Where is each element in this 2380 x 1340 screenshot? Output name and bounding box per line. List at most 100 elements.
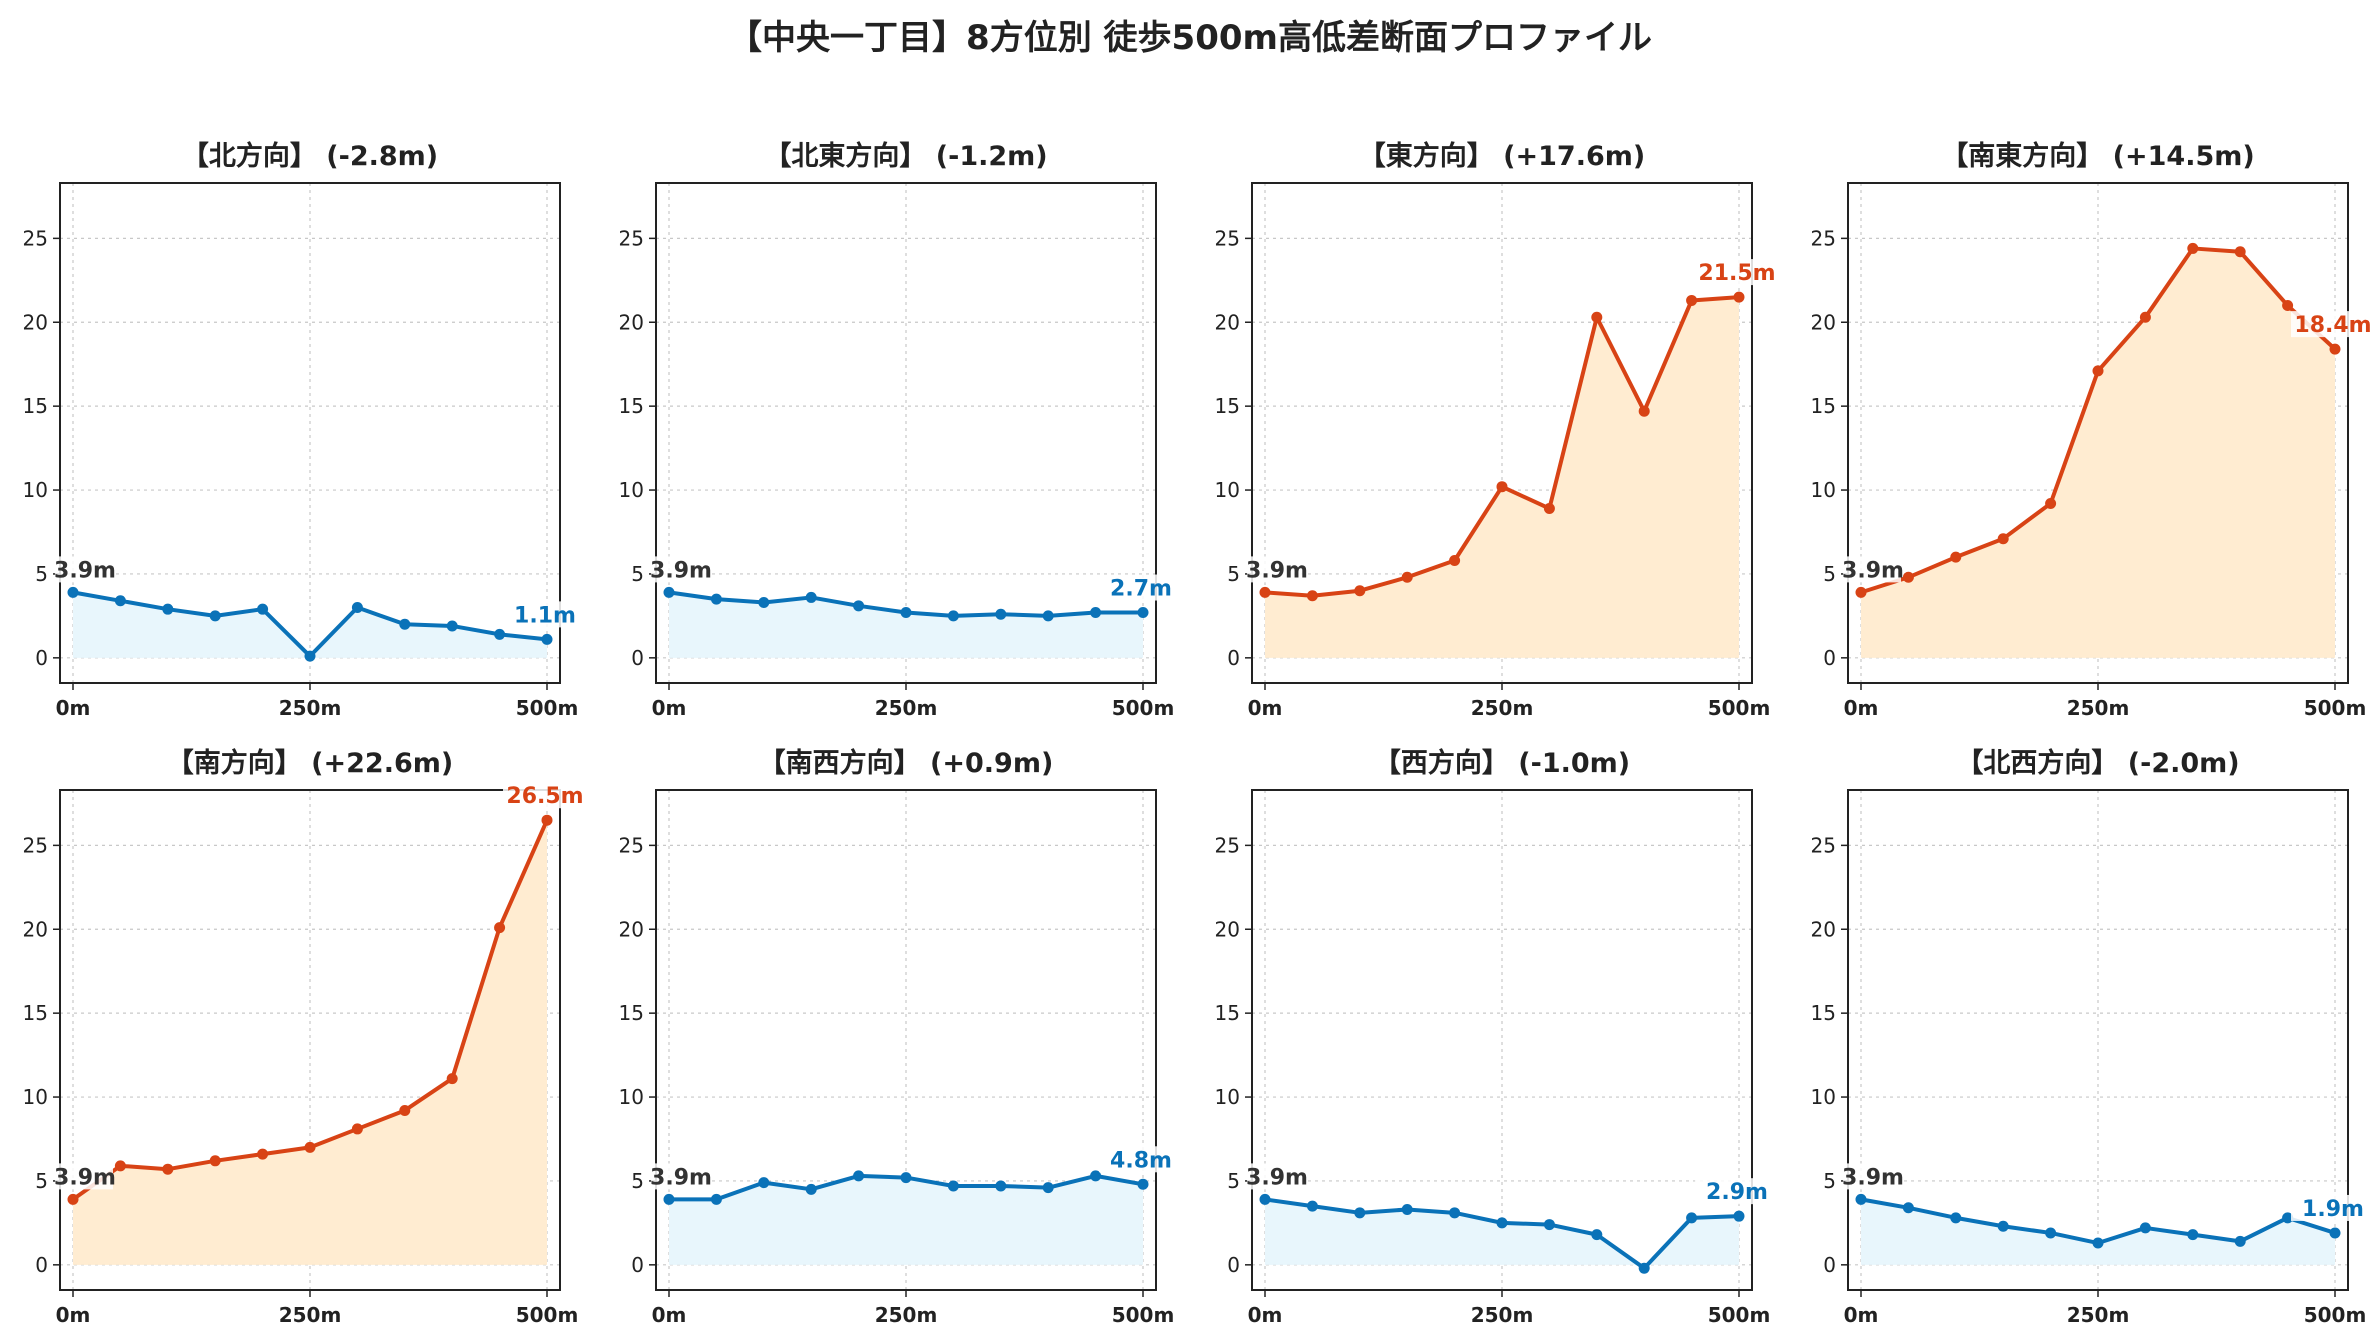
y-tick-label: 20 xyxy=(23,310,48,334)
data-point xyxy=(710,593,722,605)
data-point xyxy=(853,600,865,612)
y-tick-label: 25 xyxy=(1215,833,1240,857)
x-tick-label: 0m xyxy=(652,696,687,720)
data-point xyxy=(351,601,363,613)
start-label: 3.9m xyxy=(1246,558,1308,583)
y-tick-label: 25 xyxy=(1811,226,1836,250)
y-tick-label: 0 xyxy=(35,1253,48,1277)
end-label: 21.5m xyxy=(1698,261,1775,286)
data-point xyxy=(947,1180,959,1192)
data-point xyxy=(2329,343,2341,355)
y-tick-label: 10 xyxy=(23,1085,48,1109)
data-point xyxy=(758,1177,770,1189)
end-label-bg xyxy=(503,601,573,628)
end-label: 2.7m xyxy=(1110,577,1172,602)
y-tick-label: 25 xyxy=(1215,226,1240,250)
subplot-title: 【西方向】 (-1.0m) xyxy=(1374,747,1630,779)
data-point xyxy=(114,595,126,607)
x-tick-label: 0m xyxy=(1248,1303,1283,1327)
area-fill xyxy=(1265,297,1739,658)
data-point xyxy=(2187,242,2199,254)
data-point xyxy=(900,607,912,619)
y-tick-label: 10 xyxy=(619,1085,644,1109)
data-point xyxy=(758,596,770,608)
data-point xyxy=(663,1193,675,1205)
data-point xyxy=(67,586,79,598)
y-tick-label: 5 xyxy=(631,562,644,586)
start-label-bg xyxy=(55,556,113,583)
subplot-title: 【南西方向】 (+0.9m) xyxy=(759,747,1054,779)
data-point xyxy=(2139,1222,2151,1234)
start-label-bg xyxy=(1247,556,1305,583)
y-tick-label: 20 xyxy=(1811,917,1836,941)
data-point xyxy=(1855,586,1867,598)
x-tick-label: 0m xyxy=(1248,696,1283,720)
data-point xyxy=(805,1183,817,1195)
start-label-bg xyxy=(55,1163,113,1190)
area-fill xyxy=(1861,1199,2335,1265)
data-point xyxy=(494,628,506,640)
y-tick-label: 25 xyxy=(619,833,644,857)
y-tick-label: 15 xyxy=(1811,1001,1836,1025)
start-label: 3.9m xyxy=(650,1165,712,1190)
y-tick-label: 20 xyxy=(619,917,644,941)
data-point xyxy=(2282,299,2294,311)
data-point xyxy=(663,586,675,598)
data-point xyxy=(1591,1229,1603,1241)
end-label: 2.9m xyxy=(1706,1180,1768,1205)
end-label-bg xyxy=(1099,574,1169,601)
start-label: 3.9m xyxy=(54,558,116,583)
y-tick-label: 25 xyxy=(1811,833,1836,857)
area-fill xyxy=(669,1175,1143,1265)
subplot-title: 【北東方向】 (-1.2m) xyxy=(764,140,1047,172)
y-tick-label: 10 xyxy=(619,478,644,502)
end-label-bg xyxy=(1695,1178,1765,1205)
y-tick-label: 5 xyxy=(1227,562,1240,586)
x-tick-label: 250m xyxy=(875,696,938,720)
data-point xyxy=(446,1073,458,1085)
data-point xyxy=(162,1163,174,1175)
data-point xyxy=(399,1104,411,1116)
x-tick-label: 250m xyxy=(875,1303,938,1327)
data-point xyxy=(1997,1220,2009,1232)
end-label: 1.9m xyxy=(2302,1197,2364,1222)
data-point xyxy=(1401,1203,1413,1215)
data-point xyxy=(2187,1229,2199,1241)
x-tick-label: 0m xyxy=(1844,1303,1879,1327)
x-tick-label: 500m xyxy=(2304,1303,2367,1327)
y-tick-label: 5 xyxy=(1823,562,1836,586)
data-point xyxy=(1950,551,1962,563)
data-point xyxy=(1137,607,1149,619)
area-fill xyxy=(73,592,547,658)
data-point xyxy=(541,633,553,645)
x-tick-label: 500m xyxy=(516,696,579,720)
start-label-bg xyxy=(1843,1163,1901,1190)
subplot-title: 【南東方向】 (+14.5m) xyxy=(1941,140,2254,172)
y-tick-label: 10 xyxy=(23,478,48,502)
data-point xyxy=(805,591,817,603)
area-fill xyxy=(73,820,547,1265)
y-tick-label: 20 xyxy=(1215,917,1240,941)
data-point xyxy=(1543,1219,1555,1231)
data-point xyxy=(710,1193,722,1205)
data-point xyxy=(947,610,959,622)
figure-title: 【中央一丁目】8方位別 徒歩500m高低差断面プロファイル xyxy=(728,18,1652,58)
y-tick-label: 20 xyxy=(1215,310,1240,334)
data-point xyxy=(1733,1210,1745,1222)
data-point xyxy=(1950,1212,1962,1224)
data-point xyxy=(1997,533,2009,545)
data-point xyxy=(1354,1207,1366,1219)
data-point xyxy=(1855,1193,1867,1205)
start-label-bg xyxy=(651,556,709,583)
data-point xyxy=(2045,497,2057,509)
x-tick-label: 250m xyxy=(279,696,342,720)
data-point xyxy=(2045,1227,2057,1239)
start-label-bg xyxy=(1843,556,1901,583)
start-label-bg xyxy=(1247,1163,1305,1190)
data-point xyxy=(900,1172,912,1184)
y-tick-label: 0 xyxy=(631,646,644,670)
